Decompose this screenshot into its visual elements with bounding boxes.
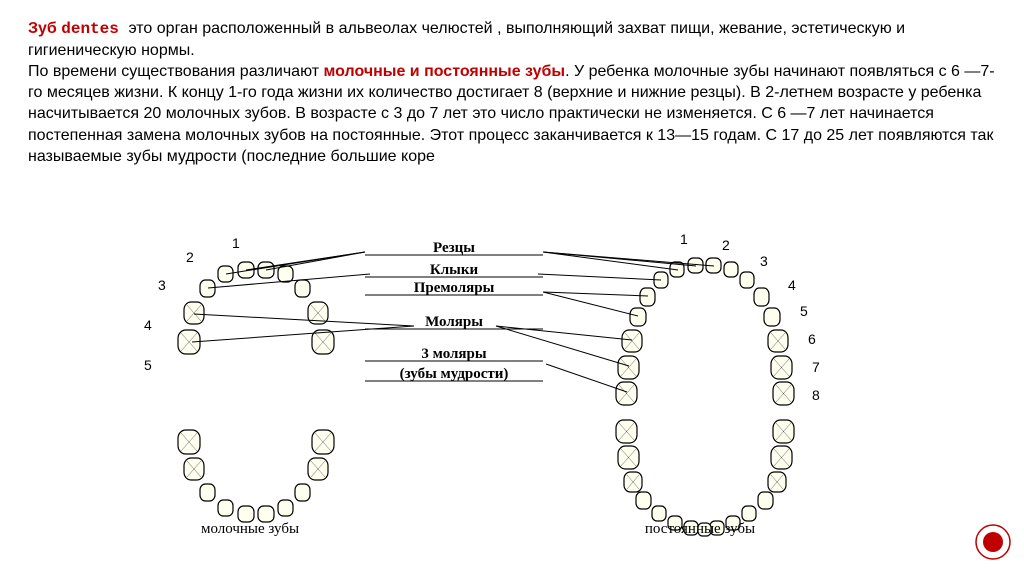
svg-text:3: 3 bbox=[158, 277, 166, 293]
corner-ornament-icon bbox=[974, 523, 1012, 566]
svg-text:3 моляры: 3 моляры bbox=[421, 346, 486, 362]
svg-text:7: 7 bbox=[812, 359, 820, 375]
svg-text:5: 5 bbox=[800, 303, 808, 319]
svg-text:молочные зубы: молочные зубы bbox=[201, 521, 299, 537]
svg-text:Резцы: Резцы bbox=[433, 240, 475, 256]
svg-text:Моляры: Моляры bbox=[425, 314, 483, 330]
svg-text:2: 2 bbox=[722, 237, 730, 253]
svg-text:Клыки: Клыки bbox=[430, 262, 479, 278]
svg-text:1: 1 bbox=[232, 235, 240, 251]
teeth-diagram: 1234512345678РезцыКлыкиПремолярыМоляры3 … bbox=[140, 230, 900, 560]
svg-text:6: 6 bbox=[808, 331, 816, 347]
svg-text:(зубы мудрости): (зубы мудрости) bbox=[400, 366, 509, 382]
svg-text:постоянные зубы: постоянные зубы bbox=[645, 521, 755, 537]
svg-text:1: 1 bbox=[680, 231, 688, 247]
svg-text:2: 2 bbox=[186, 249, 194, 265]
svg-text:5: 5 bbox=[144, 357, 152, 373]
svg-text:4: 4 bbox=[144, 317, 152, 333]
svg-text:4: 4 bbox=[788, 277, 796, 293]
svg-text:Премоляры: Премоляры bbox=[414, 280, 495, 296]
body-paragraph: Зуб dentes это орган расположенный в аль… bbox=[28, 18, 996, 167]
svg-text:3: 3 bbox=[760, 253, 768, 269]
svg-text:8: 8 bbox=[812, 387, 820, 403]
